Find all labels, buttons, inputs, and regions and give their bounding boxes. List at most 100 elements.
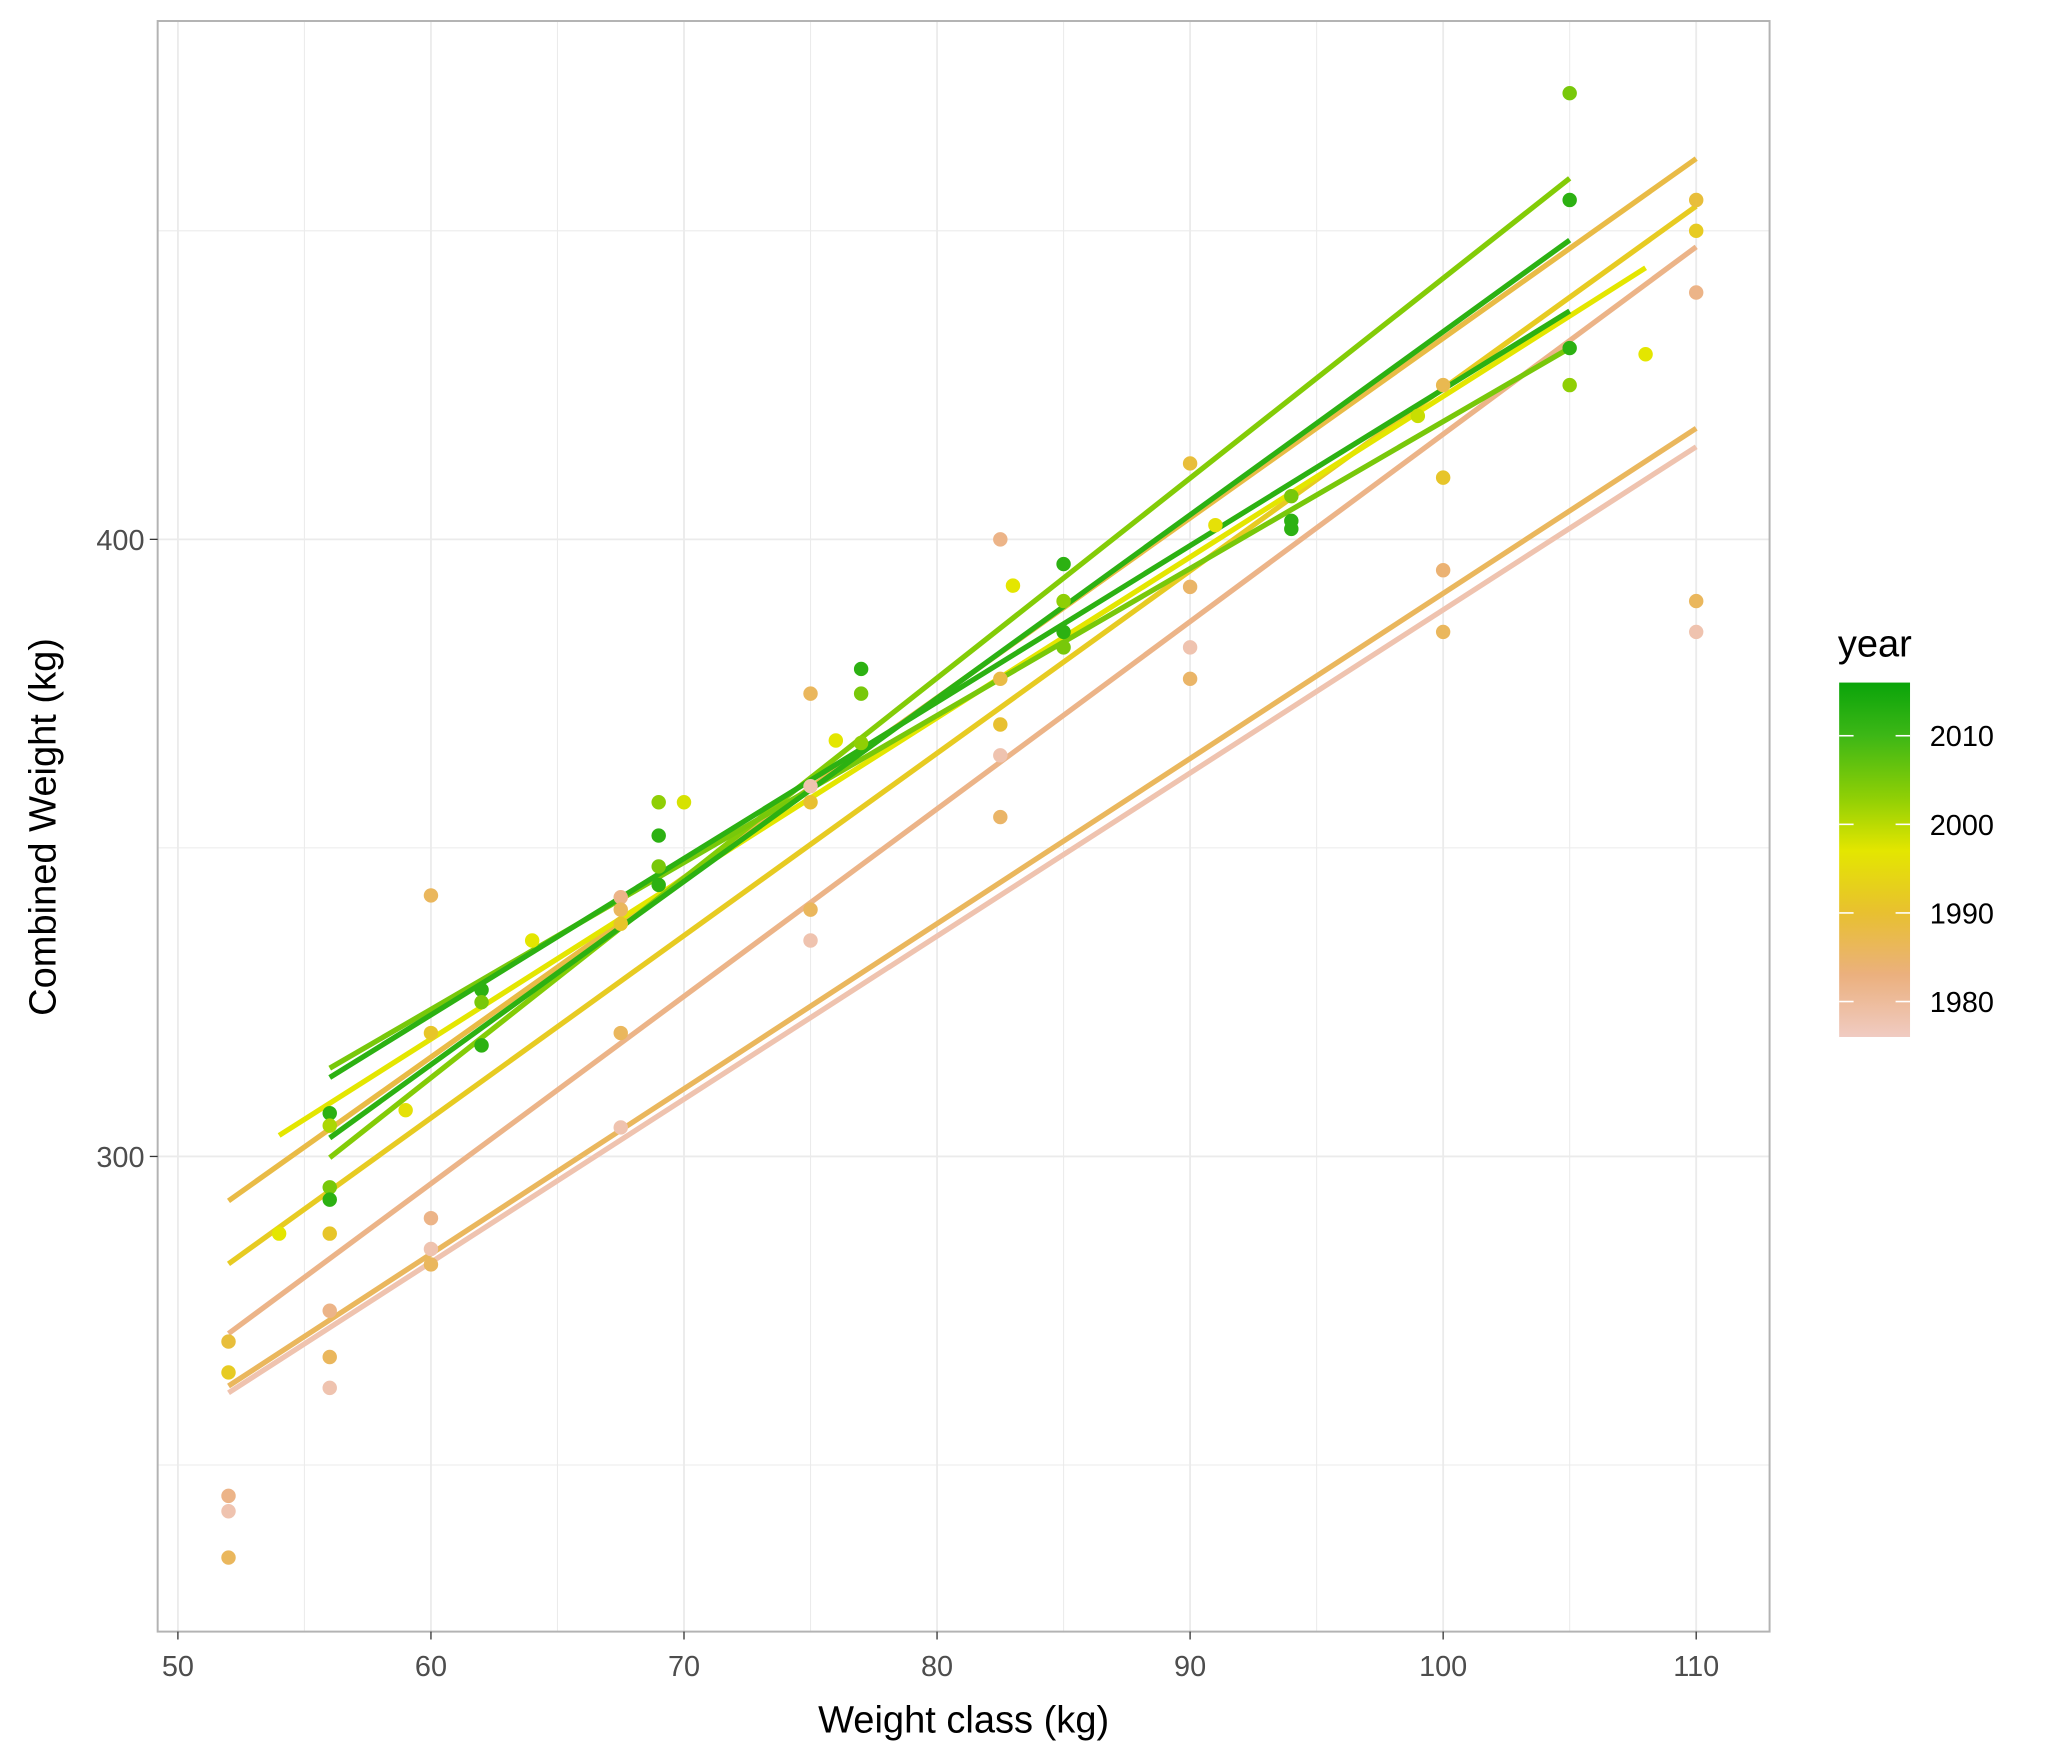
- data-point: [853, 686, 869, 701]
- y-axis-title: Combined Weight (kg): [22, 638, 64, 1016]
- data-point: [1182, 671, 1198, 687]
- data-point: [993, 717, 1008, 732]
- data-point: [423, 888, 439, 903]
- data-point: [322, 1349, 337, 1365]
- data-point: [853, 735, 869, 751]
- plot-background: [157, 21, 1770, 1632]
- data-point: [322, 1106, 337, 1121]
- fit-line: [227, 426, 1698, 1389]
- data-point: [1410, 408, 1426, 424]
- legend-tick-label: 2000: [1930, 810, 1994, 842]
- x-tick-label: 90: [1174, 1651, 1206, 1683]
- data-point: [803, 902, 818, 917]
- data-point: [803, 686, 818, 701]
- x-tick-label: 100: [1419, 1651, 1467, 1683]
- data-point: [423, 1257, 439, 1272]
- data-point: [853, 661, 869, 677]
- data-point: [271, 1226, 287, 1241]
- fit-line: [227, 444, 1698, 1396]
- data-point: [828, 733, 844, 748]
- x-axis-title: Weight class (kg): [818, 1700, 1109, 1742]
- y-tick-label: 400: [96, 525, 144, 557]
- data-point: [1688, 192, 1704, 208]
- data-point: [651, 828, 666, 843]
- data-point: [474, 1038, 489, 1053]
- data-point: [1638, 347, 1653, 362]
- data-point: [993, 748, 1008, 763]
- data-point: [613, 916, 628, 932]
- data-point: [1688, 593, 1704, 609]
- legend-ticks: 2010 2000 1990 1980: [1839, 721, 1994, 1019]
- data-point: [322, 1192, 337, 1207]
- data-point: [423, 1025, 439, 1041]
- data-point: [322, 1118, 337, 1133]
- data-point: [221, 1488, 236, 1504]
- x-tick-label: 80: [921, 1651, 953, 1683]
- data-point: [613, 1120, 628, 1135]
- fit-line: [328, 237, 1572, 1141]
- legend-tick-label: 1990: [1930, 898, 1994, 930]
- data-point: [613, 890, 628, 905]
- legend-tick-label: 1980: [1930, 987, 1994, 1019]
- data-point: [398, 1102, 413, 1118]
- data-point: [613, 1025, 628, 1041]
- data-point: [1284, 521, 1299, 537]
- data-point: [423, 1210, 439, 1226]
- x-tick-label: 60: [415, 1651, 447, 1683]
- data-point: [1435, 470, 1451, 485]
- data-point: [651, 859, 666, 874]
- data-point: [1562, 377, 1577, 393]
- gridlines: [157, 21, 1770, 1632]
- data-point: [1435, 562, 1451, 578]
- x-tick-label: 110: [1673, 1651, 1719, 1683]
- plot-border: [156, 20, 1771, 1633]
- data-point: [651, 795, 666, 810]
- data-point: [993, 809, 1008, 825]
- data-point: [1005, 578, 1021, 593]
- data-point: [423, 1241, 439, 1257]
- legend-title: year: [1838, 623, 1912, 665]
- data-point: [1284, 488, 1299, 504]
- x-tick-label: 70: [668, 1651, 700, 1683]
- data-point: [221, 1550, 236, 1565]
- fit-line: [226, 244, 1698, 1336]
- data-point: [1435, 377, 1451, 393]
- data-point: [1688, 285, 1704, 300]
- data-point: [322, 1226, 337, 1241]
- data-point: [1056, 556, 1071, 572]
- data-point: [221, 1365, 236, 1380]
- data-point: [613, 902, 628, 917]
- data-point: [1182, 579, 1198, 595]
- data-point: [474, 982, 489, 998]
- data-point: [803, 778, 818, 794]
- legend-colorbar: [1839, 682, 1911, 1037]
- x-axis-ticks: 50 60 70 80 90 100 110: [162, 1631, 1719, 1683]
- data-point: [1208, 517, 1223, 533]
- fit-lines: [226, 156, 1698, 1396]
- data-point: [1562, 192, 1577, 208]
- legend-tick-label: 2010: [1930, 721, 1994, 753]
- data-point: [676, 795, 692, 810]
- data-point: [322, 1303, 337, 1318]
- data-point: [651, 877, 666, 893]
- x-tick-label: 50: [162, 1651, 194, 1683]
- data-point: [474, 994, 489, 1010]
- data-point: [993, 671, 1008, 687]
- data-point: [1435, 624, 1451, 640]
- data-point: [993, 532, 1008, 547]
- data-point: [1688, 223, 1704, 239]
- data-point: [524, 933, 540, 948]
- y-axis-ticks: 300 400: [96, 525, 158, 1174]
- fit-line: [328, 308, 1572, 1080]
- data-point: [803, 795, 818, 810]
- data-point: [1688, 624, 1704, 640]
- data-point: [221, 1504, 236, 1519]
- data-point: [322, 1180, 337, 1195]
- data-point: [1056, 640, 1071, 655]
- data-points: [221, 85, 1704, 1565]
- data-point: [1562, 340, 1577, 356]
- data-point: [221, 1334, 236, 1349]
- data-point: [1562, 85, 1577, 101]
- data-point: [1182, 456, 1198, 471]
